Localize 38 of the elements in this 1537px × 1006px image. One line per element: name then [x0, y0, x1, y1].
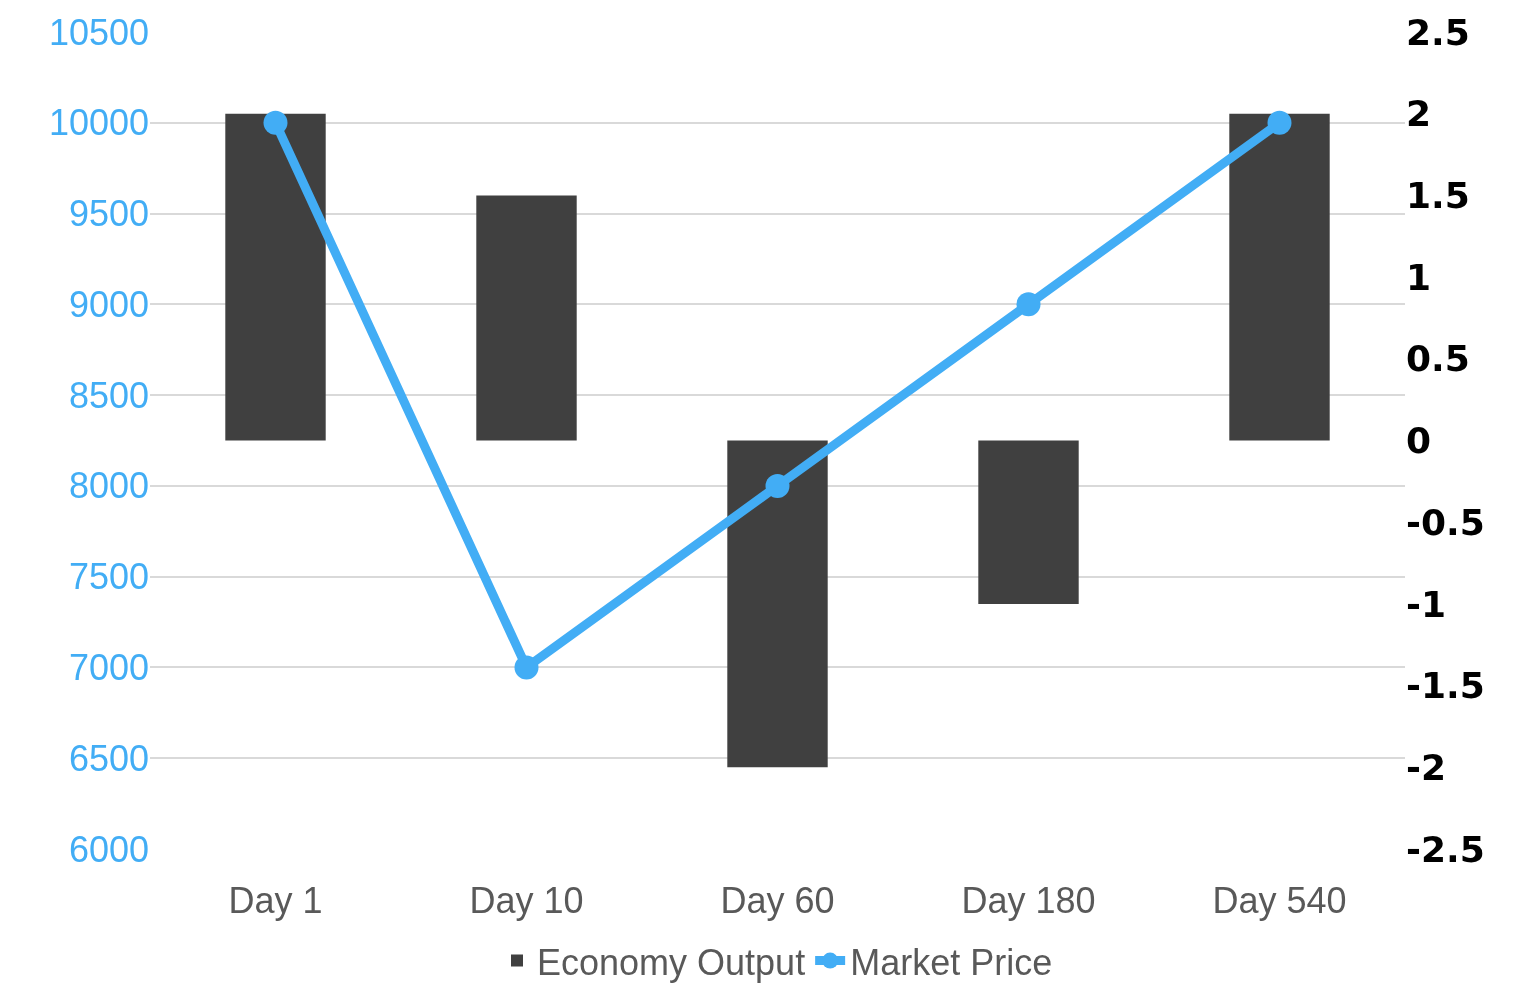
point: [765, 473, 790, 498]
point: [1016, 292, 1041, 317]
y2-tick-label: -2: [1406, 746, 1446, 788]
bar: [978, 440, 1079, 604]
y-tick-label: 8500: [68, 374, 149, 416]
x-tick-label: Day 10: [469, 880, 584, 922]
y2-tick-label: 2: [1406, 93, 1432, 135]
y-tick-label: 7000: [68, 647, 149, 689]
y2-tick-label: 2.5: [1406, 11, 1470, 53]
y2-tick-label: 1.5: [1406, 175, 1470, 216]
legend-label: Economy Output: [537, 941, 806, 983]
point: [1267, 110, 1292, 135]
x-tick-label: Day 1: [228, 880, 323, 922]
y-tick-label: 9500: [68, 193, 149, 235]
y2-tick-label: 1: [1406, 256, 1432, 298]
bar: [1229, 113, 1330, 441]
x-tick-label: Day 540: [1212, 880, 1347, 922]
x-tick-label: Day 60: [720, 880, 835, 922]
y2-tick-label: 0.5: [1406, 338, 1470, 380]
y2-tick-label: -0.5: [1406, 501, 1485, 543]
point: [514, 655, 539, 680]
y2-tick-label: -1.5: [1406, 665, 1485, 707]
legend-label: Market Price: [850, 941, 1053, 983]
bar: [727, 440, 828, 768]
y-tick-label: 6500: [68, 737, 149, 779]
y-tick-label: 9000: [68, 283, 149, 325]
point: [263, 110, 288, 135]
bar: [225, 113, 326, 441]
y-tick-label: 10500: [48, 11, 149, 53]
y2-tick-label: 0: [1406, 420, 1432, 462]
y-tick-label: 10000: [48, 102, 149, 144]
bar: [476, 195, 577, 441]
x-tick-label: Day 180: [961, 880, 1096, 922]
y-tick-label: 7500: [68, 556, 149, 598]
y-tick-label: 6000: [68, 828, 149, 870]
y2-tick-label: -2.5: [1406, 828, 1485, 870]
y2-tick-label: -1: [1406, 583, 1446, 625]
y-tick-label: 8000: [68, 465, 149, 507]
